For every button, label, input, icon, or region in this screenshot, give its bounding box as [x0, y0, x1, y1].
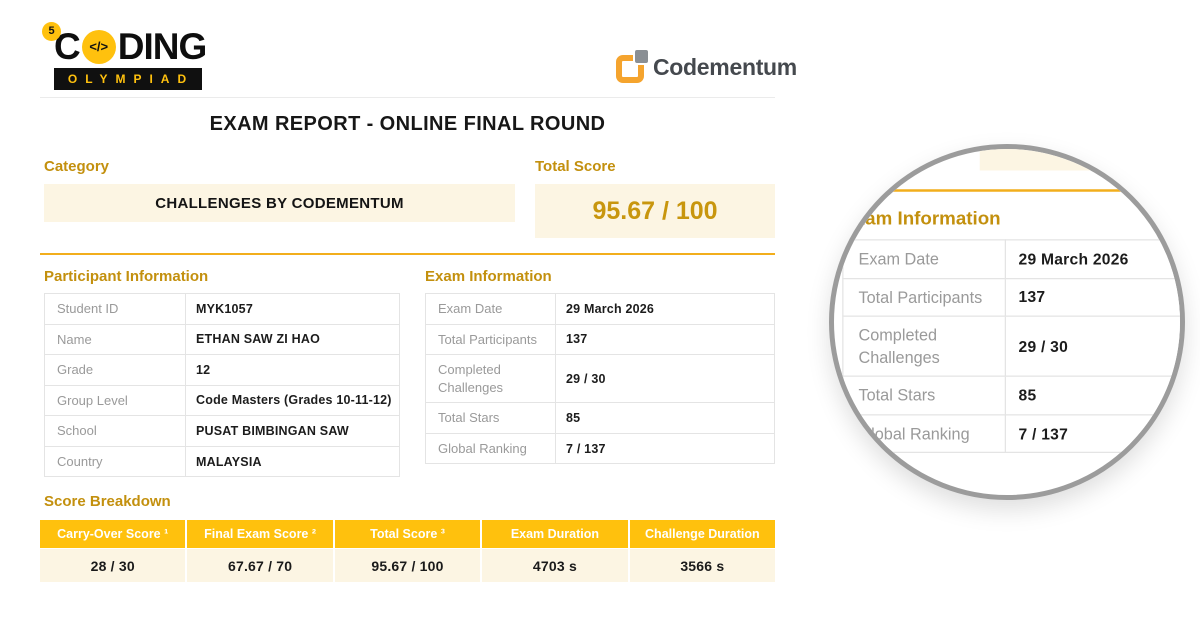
- column-header: Final Exam Score ²: [187, 520, 333, 548]
- magnified-total-score-box: 95.67 / 100: [979, 149, 1180, 171]
- table-row: School PUSAT BIMBINGAN SAW: [44, 415, 400, 447]
- header-divider: [40, 97, 775, 98]
- row-label: Completed Challenges: [425, 354, 556, 404]
- cell-value: 95.67 / 100: [334, 549, 481, 582]
- table-row: Total Stars 85: [425, 402, 775, 434]
- column-header: Exam Duration: [482, 520, 628, 548]
- score-breakdown-header-row: Carry-Over Score ¹ Final Exam Score ² To…: [40, 520, 776, 548]
- participant-info-title: Participant Information: [44, 268, 209, 285]
- row-value: 12: [185, 354, 400, 386]
- table-row: Total Participants 137: [425, 323, 775, 356]
- row-label: Exam Date: [425, 293, 556, 325]
- table-row: Group Level Code Masters (Grades 10-11-1…: [44, 384, 400, 417]
- exam-info-table-wrap: Exam Date 29 March 2026 Total Participan…: [425, 293, 775, 465]
- exam-info-table: Exam Date 29 March 2026 Total Participan…: [425, 293, 775, 465]
- participant-info-table: Student ID MYK1057 Name ETHAN SAW ZI HAO…: [44, 293, 400, 478]
- table-row: Name ETHAN SAW ZI HAO: [44, 323, 400, 356]
- coding-suffix: DING: [117, 26, 207, 67]
- row-value: PUSAT BIMBINGAN SAW: [185, 415, 400, 447]
- cell-value: 4703 s: [482, 549, 628, 582]
- column-header: Total Score ³: [334, 520, 481, 548]
- row-value: 7 / 137: [555, 432, 775, 465]
- table-row: Total Stars 85: [842, 375, 1180, 416]
- table-row: Global Ranking 7 / 137: [842, 413, 1180, 454]
- table-row: Exam Date 29 March 2026: [842, 239, 1180, 279]
- column-header: Carry-Over Score ¹: [40, 520, 186, 548]
- cell-value: 67.67 / 70: [187, 549, 333, 582]
- row-label: School: [44, 415, 186, 447]
- row-value: Code Masters (Grades 10-11-12): [185, 384, 400, 417]
- total-score-value: 95.67 / 100: [592, 196, 718, 225]
- table-row: Grade 12: [44, 354, 400, 386]
- row-label: Total Stars: [425, 402, 556, 434]
- page-title: EXAM REPORT - ONLINE FINAL ROUND: [209, 113, 606, 135]
- category-value: CHALLENGES BY CODEMENTUM: [44, 184, 515, 222]
- total-score-box: 95.67 / 100: [535, 184, 775, 238]
- row-label: Country: [44, 445, 186, 478]
- table-row: Total Participants 137: [842, 277, 1180, 317]
- table-row: Global Ranking 7 / 137: [425, 432, 775, 465]
- exam-info-title: Exam Information: [425, 268, 552, 285]
- codementum-logo: Codementum: [616, 50, 797, 84]
- codementum-name: Codementum: [653, 53, 797, 80]
- codementum-icon-frame: [616, 55, 644, 83]
- row-label: Group Level: [44, 384, 186, 417]
- row-value: 137: [555, 323, 775, 356]
- cell-value: 28 / 30: [40, 549, 186, 582]
- row-value: 29 March 2026: [555, 293, 775, 325]
- row-value: MALAYSIA: [185, 445, 400, 478]
- coding-olympiad-logo: 5 C </> DING OLYMPIAD: [40, 22, 207, 90]
- row-label: Grade: [44, 354, 186, 386]
- row-value: 29 / 30: [555, 354, 775, 404]
- magnified-exam-info-title: Exam Information: [842, 208, 1001, 230]
- row-label: Name: [44, 323, 186, 356]
- table-row: Exam Date 29 March 2026: [425, 293, 775, 325]
- table-row: Completed Challenges 29 / 30: [842, 315, 1180, 377]
- magnified-section-divider: [834, 189, 1180, 192]
- score-breakdown-value-row: 28 / 30 67.67 / 70 95.67 / 100 4703 s 35…: [40, 549, 776, 582]
- total-score-label: Total Score: [535, 158, 616, 175]
- code-circle-icon: </>: [81, 29, 116, 64]
- five-badge-icon: 5: [42, 22, 61, 41]
- codementum-icon-square: [635, 50, 648, 63]
- score-breakdown-title: Score Breakdown: [44, 493, 171, 510]
- row-label: Global Ranking: [425, 432, 556, 465]
- row-value: ETHAN SAW ZI HAO: [185, 323, 400, 356]
- olympiad-banner: OLYMPIAD: [54, 68, 202, 90]
- row-label: Student ID: [44, 293, 186, 325]
- row-label: Total Participants: [425, 323, 556, 356]
- section-divider: [40, 253, 775, 255]
- score-breakdown-table: Carry-Over Score ¹ Final Exam Score ² To…: [40, 520, 776, 582]
- category-label: Category: [44, 158, 110, 175]
- table-row: Student ID MYK1057: [44, 293, 400, 325]
- table-row: Country MALAYSIA: [44, 445, 400, 478]
- column-header: Challenge Duration: [629, 520, 776, 548]
- row-value: 85: [555, 402, 775, 434]
- codementum-icon: [616, 50, 648, 84]
- row-value: MYK1057: [185, 293, 400, 325]
- magnifier-circle: 95.67 / 100 Exam Information Exam Date 2…: [829, 144, 1185, 500]
- cell-value: 3566 s: [629, 549, 776, 582]
- magnified-content: 95.67 / 100 Exam Information Exam Date 2…: [834, 149, 1180, 495]
- table-row: Completed Challenges 29 / 30: [425, 354, 775, 404]
- coding-wordmark: 5 C </> DING: [42, 22, 207, 67]
- magnified-exam-info-table: Exam Date 29 March 2026 Total Participan…: [842, 239, 1180, 454]
